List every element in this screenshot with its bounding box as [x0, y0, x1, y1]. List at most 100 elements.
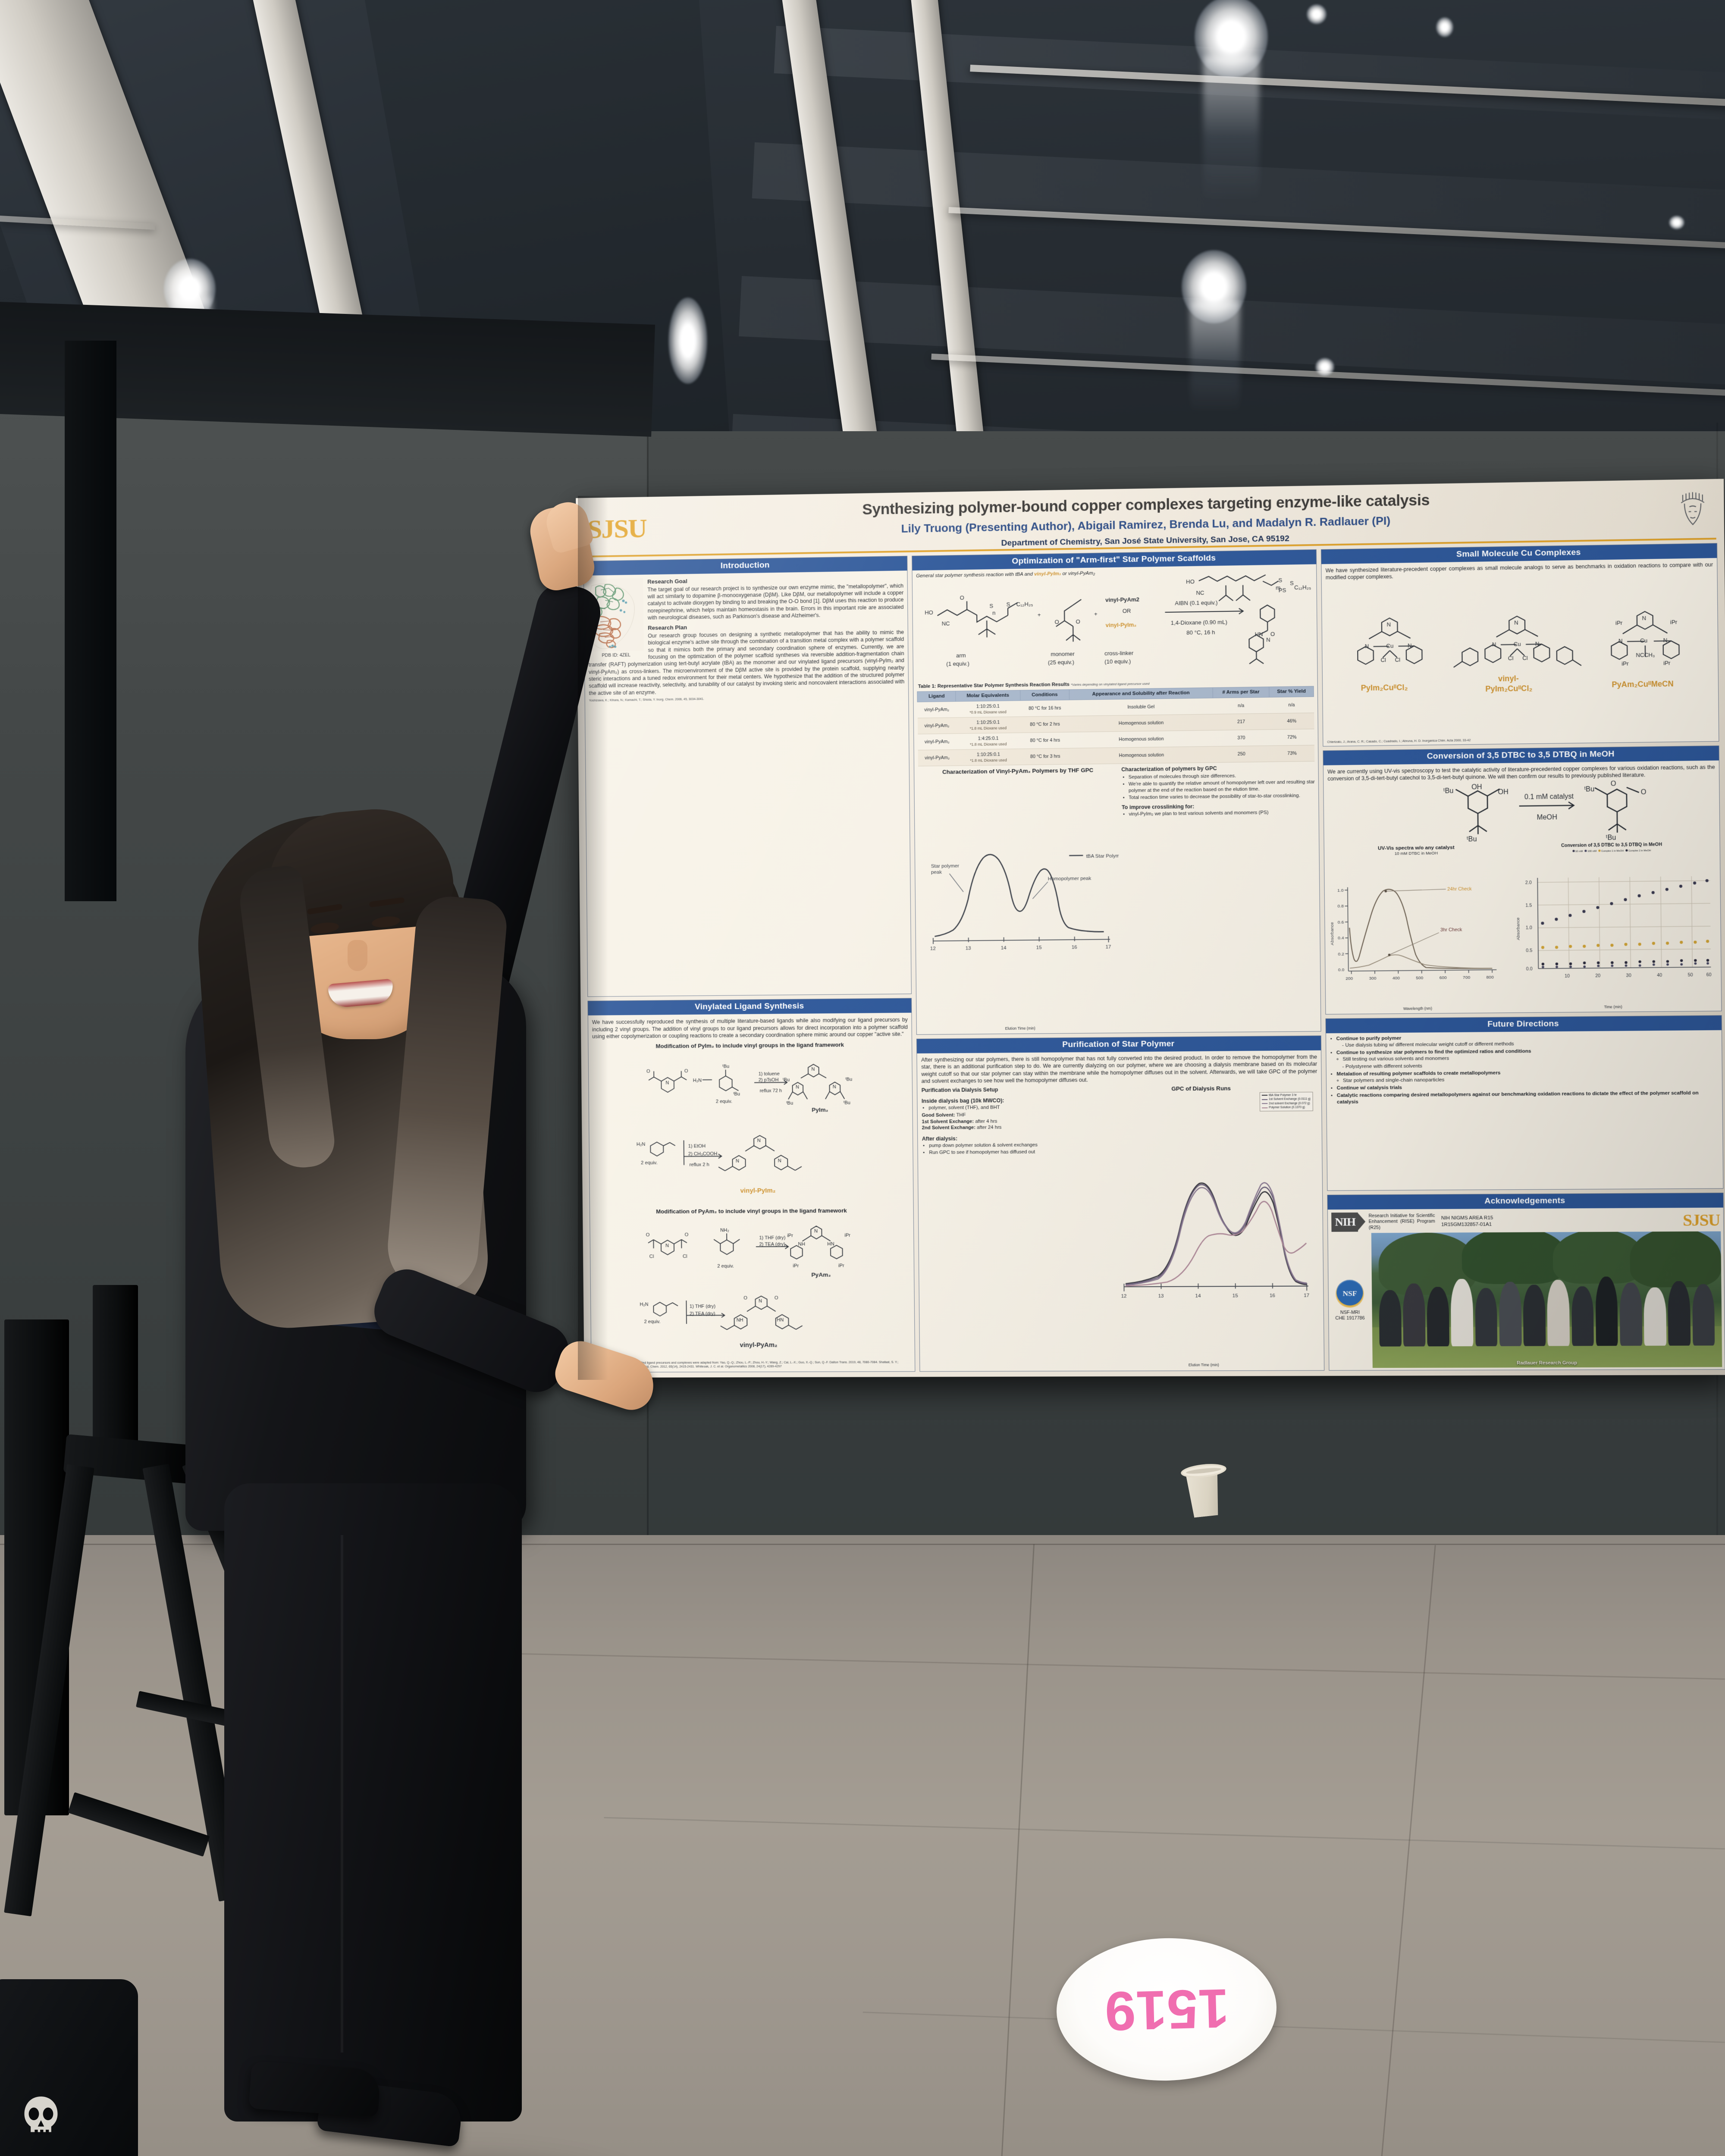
svg-text:1.0: 1.0	[1337, 888, 1344, 893]
svg-text:HN: HN	[827, 1241, 834, 1247]
svg-text:Star polymer: Star polymer	[931, 863, 960, 869]
ceiling-light-glow	[1190, 302, 1240, 414]
svg-text:500: 500	[1416, 975, 1424, 980]
dtbc-dtbq-scheme: OH OH ᵗBu ᵗBu O O ᵗBu ᵗBu 0.1 mM catalyst Me…	[1327, 777, 1716, 845]
svg-text:+: +	[1095, 611, 1098, 617]
svg-text:1.0: 1.0	[1525, 926, 1532, 931]
svg-text:30: 30	[1626, 974, 1631, 978]
svg-text:O: O	[1270, 631, 1275, 637]
pdb-figure: PDB ID: 4ZEL	[588, 578, 644, 659]
svg-text:N: N	[1365, 642, 1369, 649]
stand-post-upper	[93, 1285, 138, 1457]
svg-text:16: 16	[1270, 1293, 1275, 1298]
svg-text:N: N	[1663, 637, 1668, 643]
scheme-pyam2: O O N Cl Cl NH₂ 2 equiv. 1) THF (dry) 2) T…	[594, 1215, 910, 1292]
svg-text:NC: NC	[1196, 589, 1204, 596]
svg-text:S: S	[1007, 601, 1010, 608]
svg-text:O: O	[960, 595, 964, 601]
svg-text:iPr: iPr	[838, 1263, 844, 1268]
equipment-bag[interactable]	[0, 1979, 138, 2156]
svg-text:ᵗBu: ᵗBu	[1443, 787, 1454, 795]
ceiling-light	[1315, 358, 1334, 376]
svg-text:40: 40	[1657, 973, 1662, 978]
svg-text:iPr: iPr	[1663, 660, 1671, 667]
svg-text:1,4-Dioxane (0.90 mL): 1,4-Dioxane (0.90 mL)	[1171, 619, 1227, 626]
svg-text:PS: PS	[1279, 587, 1286, 593]
svg-text:Cl: Cl	[1380, 656, 1386, 663]
svg-text:N: N	[1514, 619, 1518, 626]
svg-text:H₂N: H₂N	[693, 1078, 702, 1083]
svg-text:O: O	[775, 1295, 778, 1300]
svg-text:NCCH₃: NCCH₃	[1636, 651, 1655, 658]
svg-text:N: N	[814, 1228, 818, 1234]
svg-text:ᵗBu: ᵗBu	[722, 1064, 729, 1069]
conversion-kinetics-chart: 2.0 1.5 1.0 0.5 0.0 10 20 30 40 50 60 Absorbanc…	[1508, 852, 1717, 1005]
svg-text:HN: HN	[1255, 631, 1263, 637]
svg-text:iPr: iPr	[787, 1233, 793, 1238]
svg-text:ᵗBu: ᵗBu	[786, 1101, 793, 1106]
svg-text:14: 14	[1001, 945, 1007, 950]
svg-text:Cu: Cu	[1640, 637, 1647, 644]
svg-text:24hr Check: 24hr Check	[1447, 886, 1472, 892]
svg-text:HO: HO	[925, 609, 934, 616]
research-poster[interactable]: SJSU Synthesizing polymer-bound copper c…	[576, 479, 1725, 1378]
gpc-thf-chart: Star polymer peak Homopolymer peak 12 13 1…	[918, 774, 1120, 1026]
svg-text:iPr: iPr	[1670, 618, 1678, 625]
ceiling-light-glow	[1203, 56, 1259, 203]
svg-text:ᵗBu: ᵗBu	[1606, 834, 1616, 842]
section-small-molecule-cu-complexes: Small Molecule Cu Complexes We have synt…	[1321, 543, 1719, 746]
section-introduction: Introduction	[583, 555, 912, 997]
svg-text:Homopolymer peak: Homopolymer peak	[1048, 876, 1091, 881]
svg-text:N: N	[1267, 636, 1271, 643]
svg-text:NC: NC	[942, 620, 950, 627]
svg-text:reflux 72 h: reflux 72 h	[759, 1088, 782, 1093]
svg-text:13: 13	[966, 946, 971, 951]
svg-text:16: 16	[1072, 945, 1077, 950]
svg-text:O: O	[646, 1069, 650, 1074]
svg-text:Cl: Cl	[649, 1254, 654, 1259]
svg-text:ᵗBu: ᵗBu	[1584, 786, 1595, 793]
protein-structure-image	[588, 578, 644, 652]
svg-text:AIBN (0.1 equiv.): AIBN (0.1 equiv.)	[1175, 599, 1218, 607]
svg-text:2) TEA (dry): 2) TEA (dry)	[690, 1312, 715, 1317]
section-optimization: Optimization of "Arm-first" Star Polymer…	[912, 549, 1321, 1035]
svg-text:S: S	[1279, 577, 1283, 584]
svg-text:N: N	[811, 1067, 815, 1072]
svg-text:ᵗBu: ᵗBu	[1467, 836, 1477, 843]
scheme-solvent-label: MeOH	[1537, 814, 1557, 822]
section-conversion: Conversion of 3,5 DTBC to 3,5 DTBQ in Me…	[1323, 745, 1722, 1015]
svg-text:1) THF (dry): 1) THF (dry)	[690, 1304, 715, 1309]
svg-text:C₁₂H₂₅: C₁₂H₂₅	[1294, 584, 1311, 591]
svg-text:0.2: 0.2	[1338, 952, 1345, 956]
scheme-vinyl-pyam2: H₂N 2 equiv. 1) THF (dry) 2) TEA (dry) O…	[594, 1290, 911, 1360]
svg-text:600: 600	[1440, 975, 1447, 980]
svg-text:NH: NH	[737, 1318, 743, 1323]
svg-text:O: O	[1055, 618, 1059, 625]
svg-text:N: N	[665, 1081, 669, 1086]
svg-text:HN: HN	[777, 1318, 784, 1323]
svg-text:S: S	[1290, 580, 1294, 586]
svg-text:iPr: iPr	[793, 1263, 799, 1268]
svg-text:2 equiv.: 2 equiv.	[641, 1160, 658, 1166]
svg-text:2.0: 2.0	[1525, 881, 1531, 885]
svg-text:PyIm₂CuᴵᴵCl₂: PyIm₂CuᴵᴵCl₂	[1485, 684, 1532, 693]
gpc-dialysis-chart: 12 13 14 15 16 17 tBA Star Polymer 3 hr 1st …	[1085, 1091, 1320, 1363]
svg-text:0.0: 0.0	[1526, 967, 1532, 971]
svg-text:ᵗBu: ᵗBu	[783, 1078, 790, 1083]
svg-text:iPr: iPr	[1622, 660, 1629, 667]
svg-text:Cu: Cu	[1386, 642, 1393, 649]
svg-text:N: N	[1535, 640, 1540, 647]
svg-text:iPr: iPr	[1615, 619, 1623, 626]
svg-text:14: 14	[1195, 1293, 1201, 1298]
svg-text:Absorbance: Absorbance	[1330, 922, 1335, 945]
svg-text:2) TEA (dry): 2) TEA (dry)	[759, 1242, 785, 1247]
svg-text:H₂N: H₂N	[637, 1142, 646, 1147]
svg-text:PyAm₂CuᴵᴵMeCN: PyAm₂CuᴵᴵMeCN	[1612, 679, 1674, 689]
svg-text:O: O	[684, 1069, 688, 1074]
svg-text:12: 12	[1121, 1293, 1127, 1298]
svg-text:vinyl-PyIm₂: vinyl-PyIm₂	[1106, 622, 1137, 629]
svg-text:N: N	[1642, 614, 1647, 621]
svg-text:2 equiv.: 2 equiv.	[716, 1099, 732, 1104]
svg-text:N: N	[757, 1138, 761, 1143]
